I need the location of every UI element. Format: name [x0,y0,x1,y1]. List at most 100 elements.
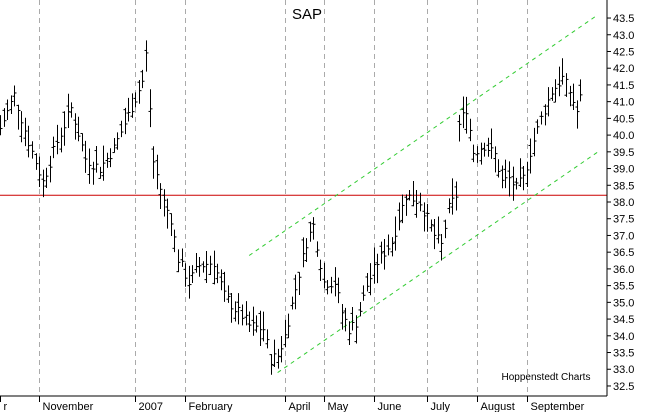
price-bar [343,307,348,332]
price-bar [105,152,110,168]
price-bar [425,203,430,232]
price-bar [12,85,17,107]
price-bar [358,302,363,317]
price-bar [108,148,113,168]
price-bar [365,272,370,292]
x-tick-label-4: April [289,401,311,412]
price-bar [215,263,220,284]
price-bar [37,156,42,188]
price-bar [123,107,128,135]
price-bar [244,301,249,326]
price-bar [503,159,508,189]
price-bar [543,104,548,126]
price-bar [479,142,484,165]
price-bar [30,141,35,159]
price-bar [553,79,558,103]
price-bar [471,144,476,163]
price-bar [208,255,213,276]
price-bar [311,217,316,240]
price-bar [94,146,99,173]
price-bar [422,202,427,232]
price-bar [578,79,583,102]
price-bar [500,165,505,189]
price-bar [496,159,501,178]
price-bar [172,229,177,253]
channel-lower-line [277,151,599,373]
price-bar [233,301,238,322]
price-bar [368,263,373,296]
y-tick-label-18: 41.5 [613,80,634,92]
price-bar [439,233,444,261]
price-bar [0,115,3,136]
price-bar [514,177,519,190]
price-bar [397,202,402,231]
y-tick-label-10: 37.5 [613,214,634,226]
x-tick-label-7: July [431,401,451,412]
price-bar [91,161,96,185]
y-tick-label-21: 43.0 [613,30,634,42]
price-bar [19,111,24,143]
price-bar [379,241,384,264]
price-bar [532,127,537,157]
price-bar [23,117,28,147]
price-bar [454,181,459,211]
price-bar [293,274,298,310]
price-bar [115,132,120,150]
y-tick-label-1: 33.0 [613,364,634,376]
price-bar [411,181,416,207]
price-bar [457,114,462,142]
y-tick-label-14: 39.5 [613,147,634,159]
price-bar [518,158,523,188]
price-bar [247,311,252,332]
price-bar [322,262,327,289]
channel-upper-line [248,14,599,256]
y-tick-label-22: 43.5 [613,13,634,25]
price-bar [414,189,419,218]
price-bar [525,161,530,187]
price-bar [133,92,138,108]
price-bar [432,218,437,250]
y-tick-label-20: 42.5 [613,46,634,58]
price-bar [468,118,473,142]
price-bar [140,69,145,89]
price-bar [144,40,149,72]
price-bar [400,194,405,224]
price-bar [73,113,78,140]
price-bar [130,93,135,118]
x-axis-ticks: r November 2007 February April May June July Aug… [0,396,585,412]
price-bar [176,249,181,273]
price-bar [283,319,288,348]
price-bar [169,213,174,237]
price-bar [564,73,569,97]
price-bar [180,248,185,267]
price-bar [464,96,469,134]
price-bar [219,269,224,291]
price-bar [486,137,491,157]
price-bar [511,166,516,201]
price-bar [98,166,103,179]
price-bar [261,311,266,342]
price-bar [251,306,256,336]
trend-channel-layer [248,14,599,373]
price-bar [137,79,142,104]
x-tick-label-8: August [481,401,515,412]
y-tick-label-4: 34.5 [613,314,634,326]
price-bar [571,83,576,111]
x-tick-label-3: February [189,401,234,412]
price-bar [386,234,391,256]
price-bar [9,95,14,115]
price-bar [354,315,359,344]
price-bar [240,304,245,326]
price-bar [126,97,131,122]
y-tick-label-5: 35.0 [613,297,634,309]
price-bar [382,239,387,270]
price-bar [158,183,163,209]
chart-credit: Hoppenstedt Charts [502,372,591,383]
price-bar [83,140,88,173]
price-bar [336,277,341,304]
x-tick-label-0: r [4,401,8,412]
vertical-gridlines [39,0,528,396]
price-bar [119,120,124,138]
price-bar [461,96,466,129]
price-bar [443,219,448,239]
